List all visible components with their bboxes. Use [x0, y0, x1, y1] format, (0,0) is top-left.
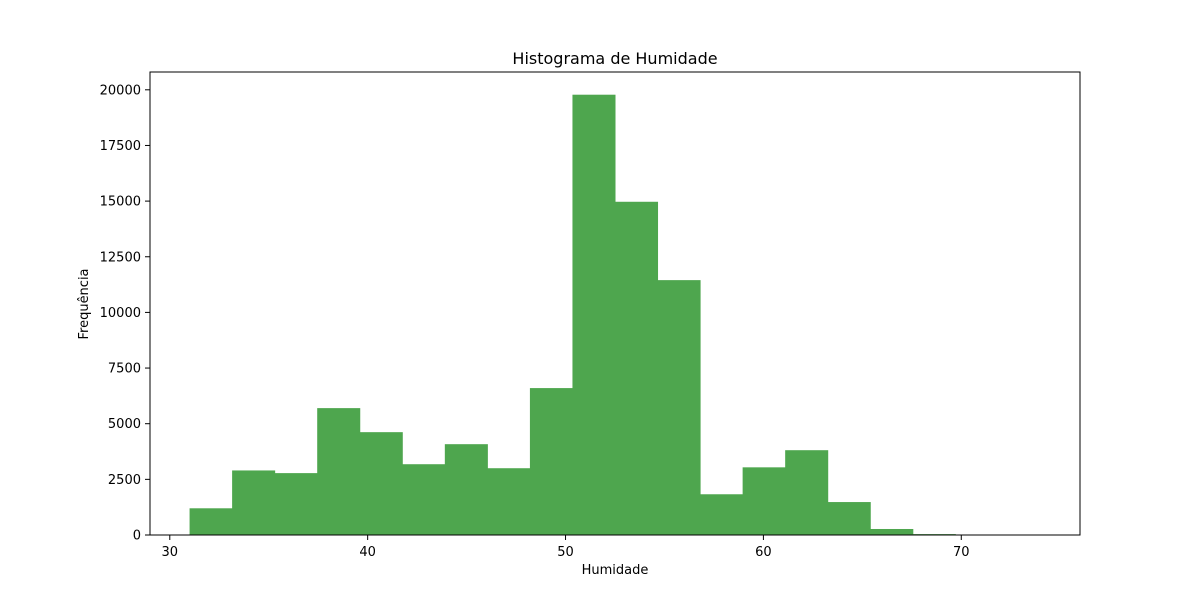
y-tick-label: 12500: [100, 250, 141, 265]
histogram-bar: [402, 464, 446, 535]
plot-frame: [149, 71, 1081, 536]
histogram-bar: [657, 280, 701, 535]
histogram-bar: [785, 450, 829, 535]
histogram-bar: [529, 388, 573, 535]
y-tick-label: 7500: [108, 362, 141, 377]
histogram-bar: [827, 502, 871, 535]
x-axis-title: Humidade: [582, 563, 649, 578]
y-tick-label: 0: [133, 529, 141, 544]
x-tick-label: 70: [953, 545, 970, 560]
x-tick-label: 60: [755, 545, 772, 560]
y-axis-ticks: 0 2500 5000 7500 10000 12500 15000 17500 20000: [100, 83, 150, 544]
histogram-bar: [487, 468, 531, 535]
y-tick-label: 17500: [100, 139, 141, 154]
histogram-bar: [572, 94, 616, 536]
y-tick-label: 2500: [108, 473, 141, 488]
histogram-bar: [317, 408, 361, 535]
y-axis-title: Frequência: [77, 268, 92, 339]
x-tick-label: 30: [162, 545, 179, 560]
y-tick-label: 5000: [108, 417, 141, 432]
histogram-bar: [189, 508, 233, 535]
histogram-bar: [615, 201, 659, 535]
bars-group: [189, 94, 1041, 536]
chart-title: Histograma de Humidade: [512, 49, 717, 68]
histogram-bar: [232, 470, 276, 535]
histogram-bar: [359, 432, 403, 535]
y-tick-label: 20000: [100, 83, 141, 98]
y-tick-label: 15000: [100, 195, 141, 210]
histogram-bar: [274, 473, 318, 535]
x-axis-ticks: 30 40 50 60 70: [162, 535, 970, 560]
histogram-bar: [870, 528, 914, 535]
histogram-bar: [700, 494, 744, 535]
x-tick-label: 50: [557, 545, 574, 560]
histogram-bar: [444, 444, 488, 535]
histogram-bar: [742, 467, 786, 535]
x-tick-label: 40: [359, 545, 376, 560]
y-tick-label: 10000: [100, 306, 141, 321]
